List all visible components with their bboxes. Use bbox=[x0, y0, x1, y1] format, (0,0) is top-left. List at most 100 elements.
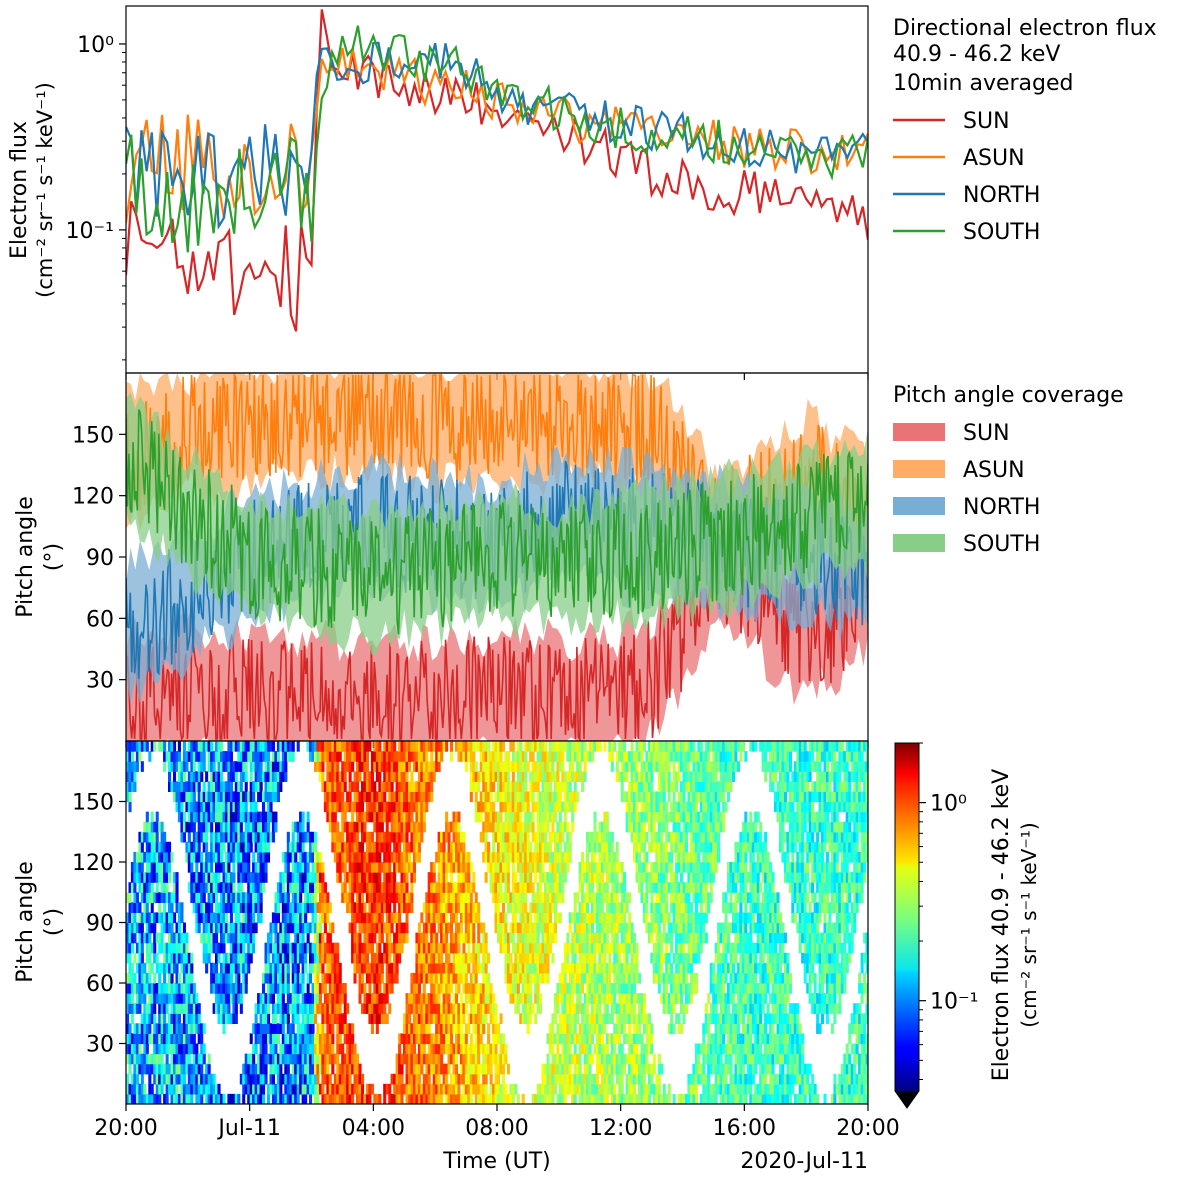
spectrogram-cell bbox=[234, 831, 238, 843]
spectrogram-cell bbox=[232, 922, 236, 934]
spectrogram-cell bbox=[581, 892, 585, 903]
spectrogram-cell bbox=[195, 872, 199, 883]
spectrogram-cell bbox=[128, 952, 132, 964]
spectrogram-cell bbox=[361, 841, 365, 853]
spectrogram-cell bbox=[158, 872, 162, 883]
spectrogram-cell bbox=[383, 1083, 387, 1095]
spectrogram-cell bbox=[215, 1003, 219, 1014]
spectrogram-cell bbox=[351, 1033, 355, 1045]
spectrogram-cell bbox=[556, 771, 560, 782]
spectrogram-cell bbox=[158, 1083, 162, 1095]
spectrogram-cell bbox=[556, 841, 560, 853]
spectrogram-cell bbox=[514, 993, 518, 1004]
spectrogram-cell bbox=[383, 892, 387, 903]
spectrogram-cell bbox=[487, 841, 491, 853]
spectrogram-cell bbox=[551, 851, 555, 863]
spectrogram-cell bbox=[581, 912, 585, 924]
spectrogram-cell bbox=[234, 993, 238, 1004]
spectrogram-cell bbox=[457, 972, 461, 984]
spectrogram-cell bbox=[420, 952, 424, 964]
spectrogram-cell bbox=[202, 741, 206, 752]
spectrogram-cell bbox=[128, 902, 132, 913]
spectrogram-cell bbox=[544, 821, 548, 833]
spectrogram-cell bbox=[378, 801, 382, 813]
spectrogram-cell bbox=[445, 972, 449, 984]
spectrogram-cell bbox=[581, 1033, 585, 1045]
spectrogram-cell bbox=[544, 781, 548, 792]
spectrogram-cell bbox=[279, 1063, 283, 1075]
spectrogram-cell bbox=[494, 1023, 498, 1034]
spectrogram-cell bbox=[271, 741, 275, 752]
spectrogram-cell bbox=[314, 952, 318, 964]
spectrogram-cell bbox=[383, 841, 387, 853]
spectrogram-cell bbox=[408, 781, 412, 792]
spectrogram-cell bbox=[583, 771, 587, 782]
spectrogram-cell bbox=[185, 962, 189, 974]
spectrogram-cell bbox=[259, 751, 263, 762]
spectrogram-cell bbox=[398, 902, 402, 913]
spectrogram-cell bbox=[553, 882, 557, 893]
spectrogram-cell bbox=[321, 1063, 325, 1075]
spectrogram-cell bbox=[321, 1093, 325, 1104]
spectrogram-cell bbox=[368, 972, 372, 984]
spectrogram-cell bbox=[548, 741, 552, 752]
spectrogram-cell bbox=[583, 962, 587, 974]
spectrogram-cell bbox=[484, 1073, 488, 1085]
spectrogram-cell bbox=[484, 1093, 488, 1104]
spectrogram-cell bbox=[551, 862, 555, 873]
spectrogram-cell bbox=[477, 962, 481, 974]
spectrogram-cell bbox=[415, 741, 419, 752]
spectrogram-cell bbox=[479, 1023, 483, 1034]
spectrogram-cell bbox=[432, 1073, 436, 1085]
spectrogram-cell bbox=[593, 1093, 597, 1104]
spectrogram-cell bbox=[259, 1043, 263, 1055]
spectrogram-cell bbox=[227, 902, 231, 913]
spectrogram-cell bbox=[257, 1063, 261, 1075]
spectrogram-cell bbox=[143, 912, 147, 924]
spectrogram-cell bbox=[130, 942, 134, 954]
spectrogram-cell bbox=[284, 912, 288, 924]
spectrogram-cell bbox=[304, 872, 308, 883]
spectrogram-cell bbox=[553, 1003, 557, 1014]
spectrogram-cell bbox=[257, 751, 261, 762]
spectrogram-cell bbox=[294, 983, 298, 994]
spectrogram-cell bbox=[412, 761, 416, 772]
spectrogram-cell bbox=[160, 1043, 164, 1055]
spectrogram-cell bbox=[314, 1003, 318, 1014]
spectrogram-cell bbox=[276, 892, 280, 903]
spectrogram-cell bbox=[467, 872, 471, 883]
spectrogram-cell bbox=[583, 1063, 587, 1075]
spectrogram-cell bbox=[388, 983, 392, 994]
spectrogram-cell bbox=[506, 952, 510, 964]
spectrogram-cell bbox=[445, 912, 449, 924]
spectrogram-cell bbox=[499, 771, 503, 782]
spectrogram-cell bbox=[229, 972, 233, 984]
spectrogram-cell bbox=[534, 902, 538, 913]
spectrogram-cell bbox=[400, 1073, 404, 1085]
spectrogram-cell bbox=[558, 872, 562, 883]
spectrogram-cell bbox=[445, 952, 449, 964]
spectrogram-cell bbox=[514, 811, 518, 823]
spectrogram-cell bbox=[163, 882, 167, 893]
spectrogram-cell bbox=[539, 791, 543, 803]
spectrogram-cell bbox=[541, 922, 545, 934]
spectrogram-cell bbox=[403, 1033, 407, 1045]
spectrogram-cell bbox=[442, 993, 446, 1004]
spectrogram-cell bbox=[440, 1043, 444, 1055]
spectrogram-cell bbox=[452, 811, 456, 823]
spectrogram-cell bbox=[417, 1063, 421, 1075]
spectrogram-cell bbox=[138, 983, 142, 994]
spectrogram-cell bbox=[487, 1043, 491, 1055]
spectrogram-cell bbox=[239, 952, 243, 964]
spectrogram-cell bbox=[472, 771, 476, 782]
spectrogram-cell bbox=[534, 922, 538, 934]
spectrogram-cell bbox=[499, 922, 503, 934]
spectrogram-cell bbox=[472, 761, 476, 772]
spectrogram-cell bbox=[561, 831, 565, 843]
spectrogram-cell bbox=[588, 962, 592, 974]
spectrogram-cell bbox=[415, 811, 419, 823]
spectrogram-cell bbox=[346, 1043, 350, 1055]
spectrogram-cell bbox=[455, 882, 459, 893]
spectrogram-cell bbox=[202, 841, 206, 853]
spectrogram-cell bbox=[385, 801, 389, 813]
